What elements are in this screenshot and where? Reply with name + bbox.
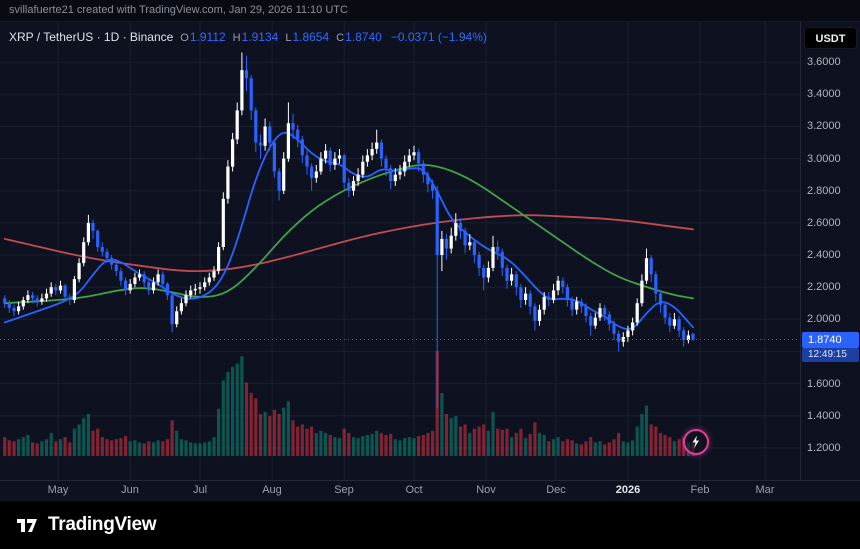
- time-axis-month-label: Aug: [262, 484, 282, 496]
- price-tick-label: 1.6000: [807, 378, 841, 390]
- close-value: 1.8740: [345, 30, 382, 44]
- lightning-bolt-icon: [692, 435, 699, 449]
- time-axis-month-label: Feb: [690, 484, 710, 496]
- attribution-bar: svillafuerte21 created with TradingView.…: [0, 0, 860, 22]
- open-value: 1.9112: [189, 30, 226, 44]
- price-tick-label: 3.2000: [807, 120, 841, 132]
- chart-legend: XRP / TetherUS · 1D · Binance O1.9112 H1.9…: [9, 28, 487, 44]
- low-value: 1.8654: [292, 30, 330, 44]
- price-tick-label: 3.4000: [807, 88, 841, 100]
- close-label: C: [336, 32, 345, 44]
- time-axis-month-label: Dec: [546, 484, 566, 496]
- time-axis[interactable]: May Jun Jul Aug Sep Oct Nov Dec 2026 Feb Mar: [0, 480, 860, 501]
- price-tick-label: 1.2000: [807, 442, 841, 454]
- price-axis[interactable]: USDT 1.8740 12:49:15 3.6000 3.4000 3.2000 3…: [800, 22, 860, 480]
- time-axis-month-label: Nov: [476, 484, 496, 496]
- price-tick-label: 2.0000: [807, 313, 841, 325]
- candlestick-chart[interactable]: [0, 22, 800, 480]
- currency-toggle-button[interactable]: USDT: [804, 27, 857, 49]
- price-tick-label: 1.4000: [807, 410, 841, 422]
- high-label: H: [232, 32, 241, 44]
- last-price-badge: 1.8740: [802, 332, 859, 348]
- time-axis-year-label: 2026: [615, 484, 641, 496]
- high-value: 1.9134: [241, 30, 279, 44]
- low-label: L: [285, 32, 292, 44]
- bar-countdown: 12:49:15: [802, 348, 859, 362]
- last-price-value: 1.8740: [808, 334, 842, 346]
- symbol-title[interactable]: XRP / TetherUS · 1D · Binance: [9, 30, 174, 44]
- time-axis-month-label: May: [47, 484, 69, 496]
- open-label: O: [180, 32, 189, 44]
- tradingview-wordmark: TradingView: [48, 514, 157, 535]
- price-tick-label: 2.6000: [807, 217, 841, 229]
- attribution-text: svillafuerte21 created with TradingView.…: [9, 4, 348, 16]
- time-axis-month-label: Jul: [192, 484, 208, 496]
- tradingview-logo[interactable]: TradingView: [14, 512, 157, 538]
- change-value: −0.0371 (−1.94%): [390, 30, 487, 44]
- chart-area[interactable]: XRP / TetherUS · 1D · Binance O1.9112 H1.9…: [0, 22, 800, 480]
- time-axis-month-label: Jun: [121, 484, 139, 496]
- lightning-badge-button[interactable]: [683, 429, 709, 455]
- price-tick-label: 2.4000: [807, 249, 841, 261]
- price-tick-label: 3.0000: [807, 153, 841, 165]
- price-tick-label: 2.8000: [807, 185, 841, 197]
- time-axis-month-label: Oct: [405, 484, 423, 496]
- footer-bar: TradingView: [0, 501, 860, 549]
- tradingview-logo-icon: [17, 519, 37, 532]
- time-axis-month-label: Mar: [755, 484, 775, 496]
- time-axis-month-label: Sep: [334, 484, 354, 496]
- price-tick-label: 3.6000: [807, 56, 841, 68]
- price-tick-label: 2.2000: [807, 281, 841, 293]
